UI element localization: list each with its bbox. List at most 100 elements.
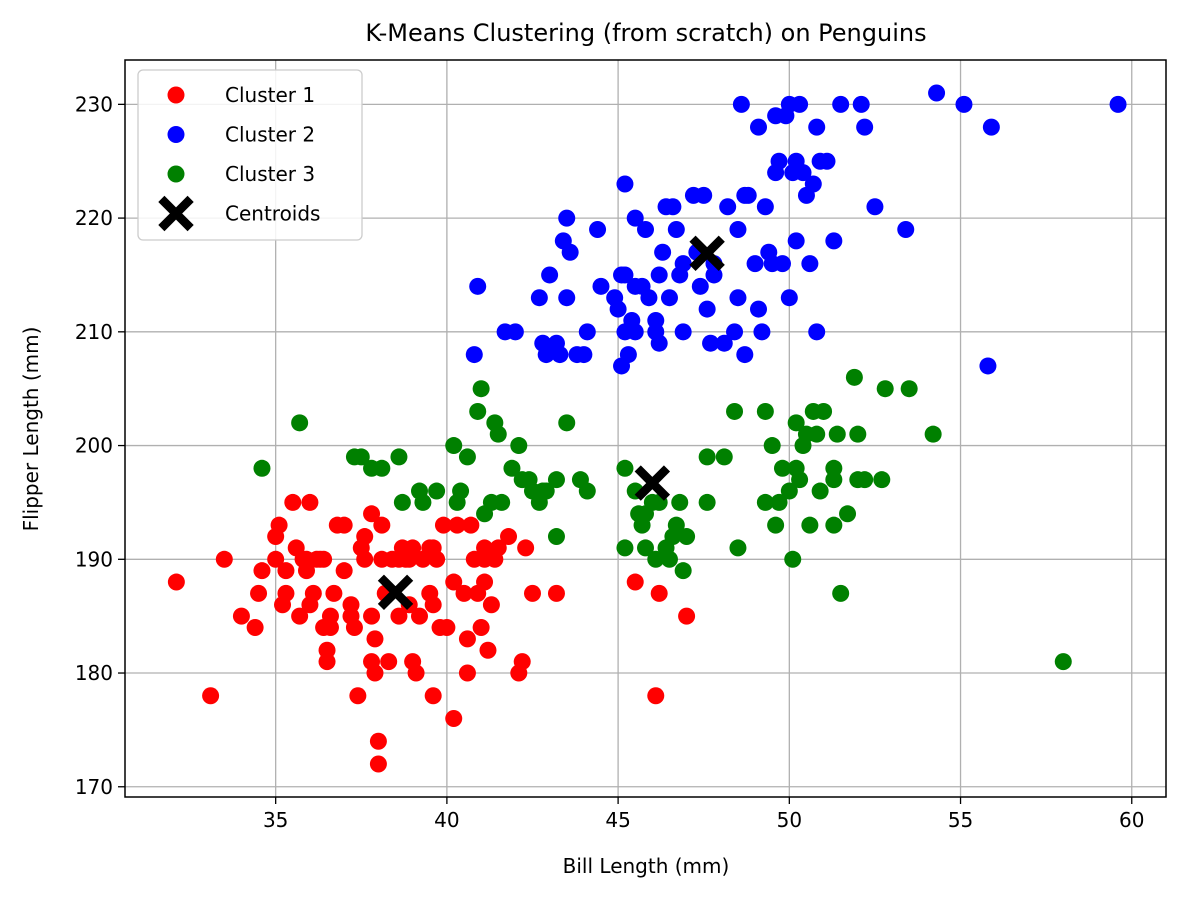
data-point: [476, 550, 494, 568]
data-point: [558, 209, 576, 227]
series-cluster-1: [167, 493, 696, 773]
data-point: [369, 755, 387, 773]
x-tick-label: 40: [434, 808, 459, 832]
data-point: [849, 425, 867, 443]
data-point: [318, 653, 336, 671]
legend-label: Cluster 2: [225, 123, 315, 147]
data-point: [472, 619, 490, 637]
data-point: [448, 516, 466, 534]
data-point: [767, 516, 785, 534]
data-point: [647, 687, 665, 705]
data-point: [366, 664, 384, 682]
series-cluster-3: [253, 368, 1072, 671]
data-point: [458, 664, 476, 682]
data-point: [729, 289, 747, 307]
data-point: [393, 493, 411, 511]
data-point: [558, 289, 576, 307]
data-point: [452, 482, 470, 500]
data-point: [852, 95, 870, 113]
data-point: [804, 175, 822, 193]
data-point: [787, 232, 805, 250]
data-point: [780, 482, 798, 500]
data-point: [626, 323, 644, 341]
legend-box: [137, 69, 363, 241]
data-point: [750, 118, 768, 136]
data-point: [342, 596, 360, 614]
data-point: [345, 619, 363, 637]
y-tick-label: 210: [75, 320, 113, 344]
y-tick-label: 230: [75, 92, 113, 116]
data-point: [650, 334, 668, 352]
data-point: [647, 550, 665, 568]
data-point: [715, 448, 733, 466]
data-point: [815, 402, 833, 420]
data-point: [253, 459, 271, 477]
data-point: [356, 550, 374, 568]
data-point: [637, 539, 654, 557]
data-point: [517, 539, 535, 557]
data-point: [756, 402, 774, 420]
data-point: [698, 300, 716, 318]
data-point: [616, 175, 634, 193]
data-point: [856, 471, 874, 489]
data-point: [808, 118, 826, 136]
legend-centroid-marker: [158, 195, 194, 232]
data-point: [592, 277, 610, 295]
data-point: [400, 550, 418, 568]
data-point: [750, 300, 768, 318]
legend-item: Cluster 1: [167, 83, 315, 107]
data-point: [825, 471, 843, 489]
data-point: [876, 380, 894, 398]
data-point: [770, 493, 788, 511]
data-point: [589, 220, 607, 238]
data-point: [558, 414, 576, 432]
data-point: [541, 266, 559, 284]
data-point: [291, 607, 309, 625]
data-point: [575, 346, 593, 364]
data-point: [671, 493, 689, 511]
data-point: [791, 95, 809, 113]
data-point: [506, 323, 524, 341]
data-point: [613, 357, 631, 375]
data-point: [667, 220, 685, 238]
data-point: [832, 584, 850, 602]
legend-item: Cluster 2: [167, 123, 315, 147]
centroid-marker: [377, 574, 414, 610]
data-point: [267, 550, 285, 568]
data-point: [407, 664, 425, 682]
data-point: [493, 493, 511, 511]
data-point: [691, 277, 709, 295]
data-point: [767, 164, 785, 182]
data-point: [547, 471, 565, 489]
data-point: [482, 596, 500, 614]
plot-points: [167, 84, 1127, 773]
data-point: [702, 334, 720, 352]
x-tick-label: 45: [605, 808, 630, 832]
data-point: [253, 562, 271, 580]
data-point: [654, 243, 672, 261]
data-point: [445, 710, 463, 728]
data-point: [650, 266, 668, 284]
data-point: [513, 653, 531, 671]
data-point: [297, 550, 315, 568]
data-point: [547, 584, 565, 602]
data-point: [366, 630, 384, 648]
data-point: [773, 255, 791, 273]
data-point: [537, 346, 555, 364]
data-point: [311, 550, 329, 568]
data-point: [1054, 653, 1072, 671]
data-point: [369, 732, 387, 750]
data-point: [897, 220, 915, 238]
data-point: [828, 425, 846, 443]
data-point: [839, 505, 857, 523]
data-point: [428, 482, 446, 500]
data-point: [695, 186, 713, 204]
plot-frame: [124, 59, 1167, 798]
data-point: [801, 516, 819, 534]
data-point: [462, 516, 480, 534]
data-point: [445, 437, 463, 455]
data-point: [277, 562, 295, 580]
data-point: [321, 607, 339, 625]
data-point: [773, 459, 791, 477]
centroid-marker: [634, 465, 671, 501]
